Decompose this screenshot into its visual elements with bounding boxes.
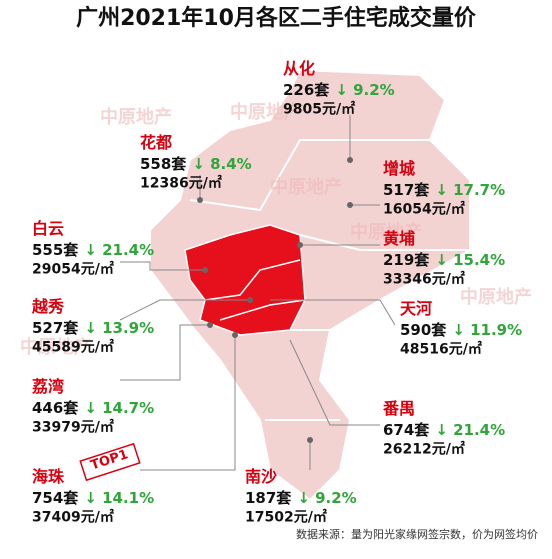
district-name: 白云 <box>32 219 64 238</box>
district-price: 45589元/㎡ <box>32 339 114 356</box>
district-change: ↓ 9.2% <box>297 489 356 507</box>
district-sales: 187套 <box>245 489 292 507</box>
district-change: ↓ 8.4% <box>192 155 251 173</box>
district-sales: 226套 <box>283 81 330 99</box>
district-sales: 446套 <box>32 399 79 417</box>
district-change: ↓ 21.4% <box>84 241 154 259</box>
source-note: 数据来源：量为阳光家缘网签宗数，价为网签均价 <box>296 527 538 541</box>
district-change: ↓ 21.4% <box>435 421 505 439</box>
district-change: ↓ 15.4% <box>435 251 505 269</box>
district-name: 南沙 <box>245 467 277 486</box>
title: 广州2021年10月各区二手住宅成交量价 <box>76 5 477 31</box>
district-price: 9805元/㎡ <box>283 101 355 118</box>
dot <box>247 297 253 303</box>
leader-dots <box>197 157 353 443</box>
district-change: ↓ 13.9% <box>84 319 154 337</box>
top1-badge: TOP1 <box>79 442 141 482</box>
leader-line <box>140 335 236 471</box>
district-name: 天河 <box>400 299 432 318</box>
district-sales: 754套 <box>32 489 79 507</box>
district-name: 越秀 <box>31 297 64 316</box>
watermark: 中原地产 <box>100 106 172 128</box>
district-price: 12386元/㎡ <box>140 175 222 192</box>
district-price: 33346元/㎡ <box>383 271 465 288</box>
district-border <box>299 234 470 251</box>
district-sales: 527套 <box>32 319 79 337</box>
district-name: 增城 <box>383 159 415 178</box>
watermark: 中原地产 <box>350 221 422 243</box>
district-change: ↓ 11.9% <box>452 321 522 339</box>
district-name: 荔湾 <box>31 377 64 396</box>
district-price: 29054元/㎡ <box>32 261 114 278</box>
dot <box>347 202 353 208</box>
district-price: 16054元/㎡ <box>383 201 465 218</box>
dot <box>207 322 213 328</box>
district-sales: 219套 <box>383 251 430 269</box>
district-sales: 555套 <box>32 241 79 259</box>
outer-region <box>149 68 471 502</box>
leader-line <box>270 299 396 326</box>
district-price: 37409元/㎡ <box>32 509 114 526</box>
district-price: 48516元/㎡ <box>400 341 482 358</box>
district-name: 从化 <box>283 59 315 78</box>
central-border <box>219 299 306 321</box>
leader-lines <box>119 115 396 471</box>
district-price: 17502元/㎡ <box>245 509 327 526</box>
watermark: 中原地产 <box>460 286 532 308</box>
district-sales: 517套 <box>383 181 430 199</box>
district-price: 33979元/㎡ <box>32 419 114 436</box>
district-border <box>189 139 430 212</box>
district-sales: 558套 <box>140 155 187 173</box>
central-districts <box>184 224 306 336</box>
district-change: ↓ 14.7% <box>84 399 154 417</box>
district-name: 花都 <box>140 133 172 152</box>
district-change: ↓ 17.7% <box>435 181 505 199</box>
dot <box>232 332 238 338</box>
dot <box>202 267 208 273</box>
district-change: ↓ 9.2% <box>335 81 394 99</box>
leader-line <box>120 324 210 381</box>
district-sales: 590套 <box>400 321 447 339</box>
badge-box <box>79 442 141 482</box>
dot <box>197 197 203 203</box>
watermark: 中原地产 <box>270 176 342 198</box>
leader-line <box>119 299 250 321</box>
district-change: ↓ 14.1% <box>84 489 154 507</box>
watermark: 中原地产 <box>20 336 92 358</box>
district-name: 番禺 <box>382 399 415 418</box>
dot <box>297 242 303 248</box>
dot <box>347 157 353 163</box>
leader-line <box>289 339 380 426</box>
district-name: 黄埔 <box>383 229 415 248</box>
watermark: 中原地产 <box>230 101 302 123</box>
central-border <box>204 259 301 301</box>
district-price: 26212元/㎡ <box>383 441 465 458</box>
district-sales: 674套 <box>383 421 430 439</box>
district-name: 海珠 <box>32 467 65 486</box>
dot <box>307 437 313 443</box>
leader-line <box>120 261 205 271</box>
